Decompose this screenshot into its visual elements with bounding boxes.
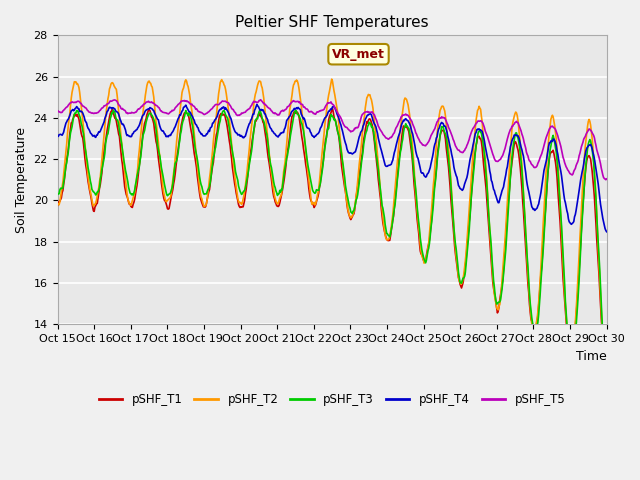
- Title: Peltier SHF Temperatures: Peltier SHF Temperatures: [236, 15, 429, 30]
- Legend: pSHF_T1, pSHF_T2, pSHF_T3, pSHF_T4, pSHF_T5: pSHF_T1, pSHF_T2, pSHF_T3, pSHF_T4, pSHF…: [94, 388, 570, 410]
- X-axis label: Time: Time: [576, 349, 607, 362]
- Text: VR_met: VR_met: [332, 48, 385, 60]
- Y-axis label: Soil Temperature: Soil Temperature: [15, 127, 28, 233]
